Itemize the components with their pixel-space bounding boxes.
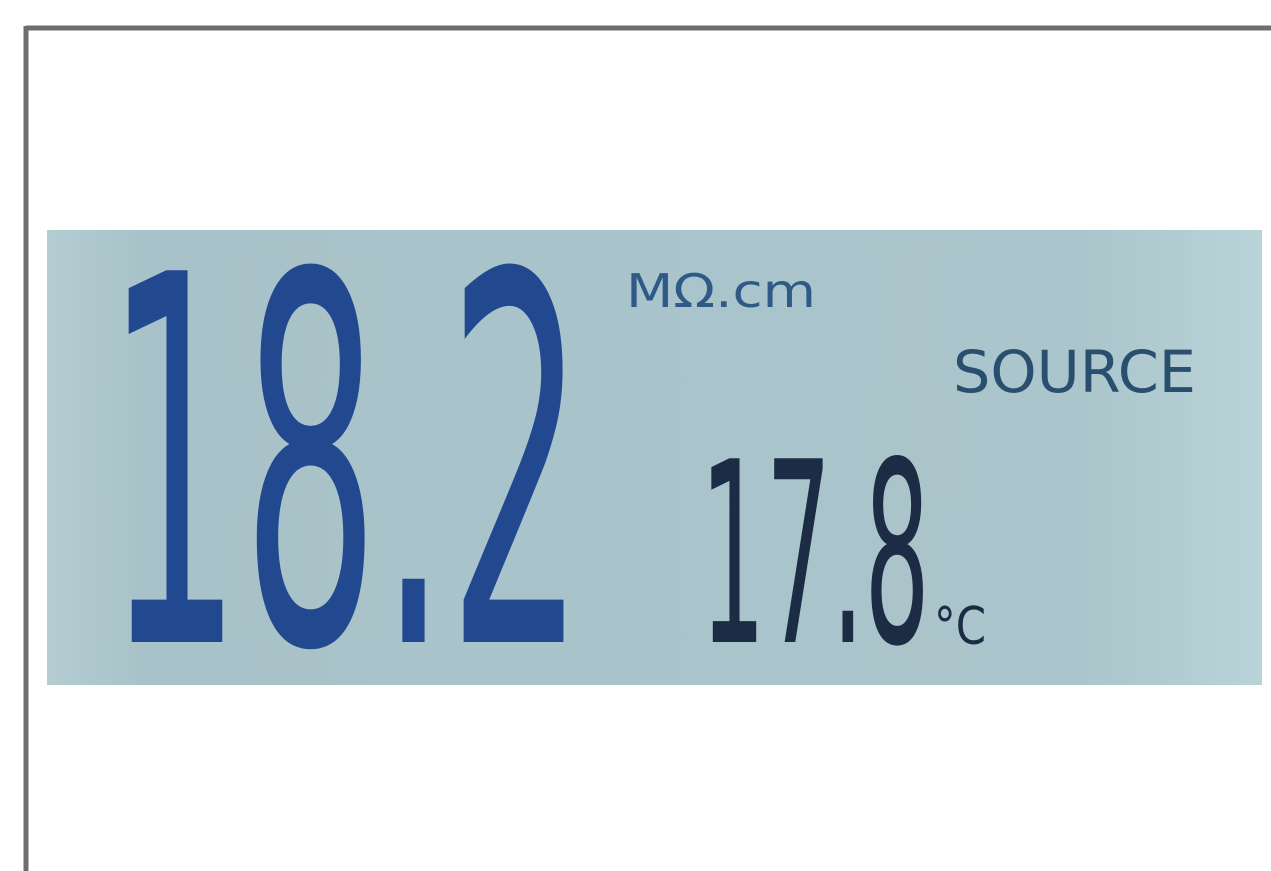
page: 18.2 MΩ.cm SOURCE 17.8 °C (() => { const… [0,0,1271,871]
temperature-reading: 17.8 [700,409,930,702]
screen: 18.2 MΩ.cm SOURCE 17.8 °C [0,0,1271,871]
mode-label: SOURCE [953,338,1196,406]
reading-unit: MΩ.cm [626,264,816,318]
temperature-unit: °C [934,597,986,657]
main-reading: 18.2 [105,170,585,763]
